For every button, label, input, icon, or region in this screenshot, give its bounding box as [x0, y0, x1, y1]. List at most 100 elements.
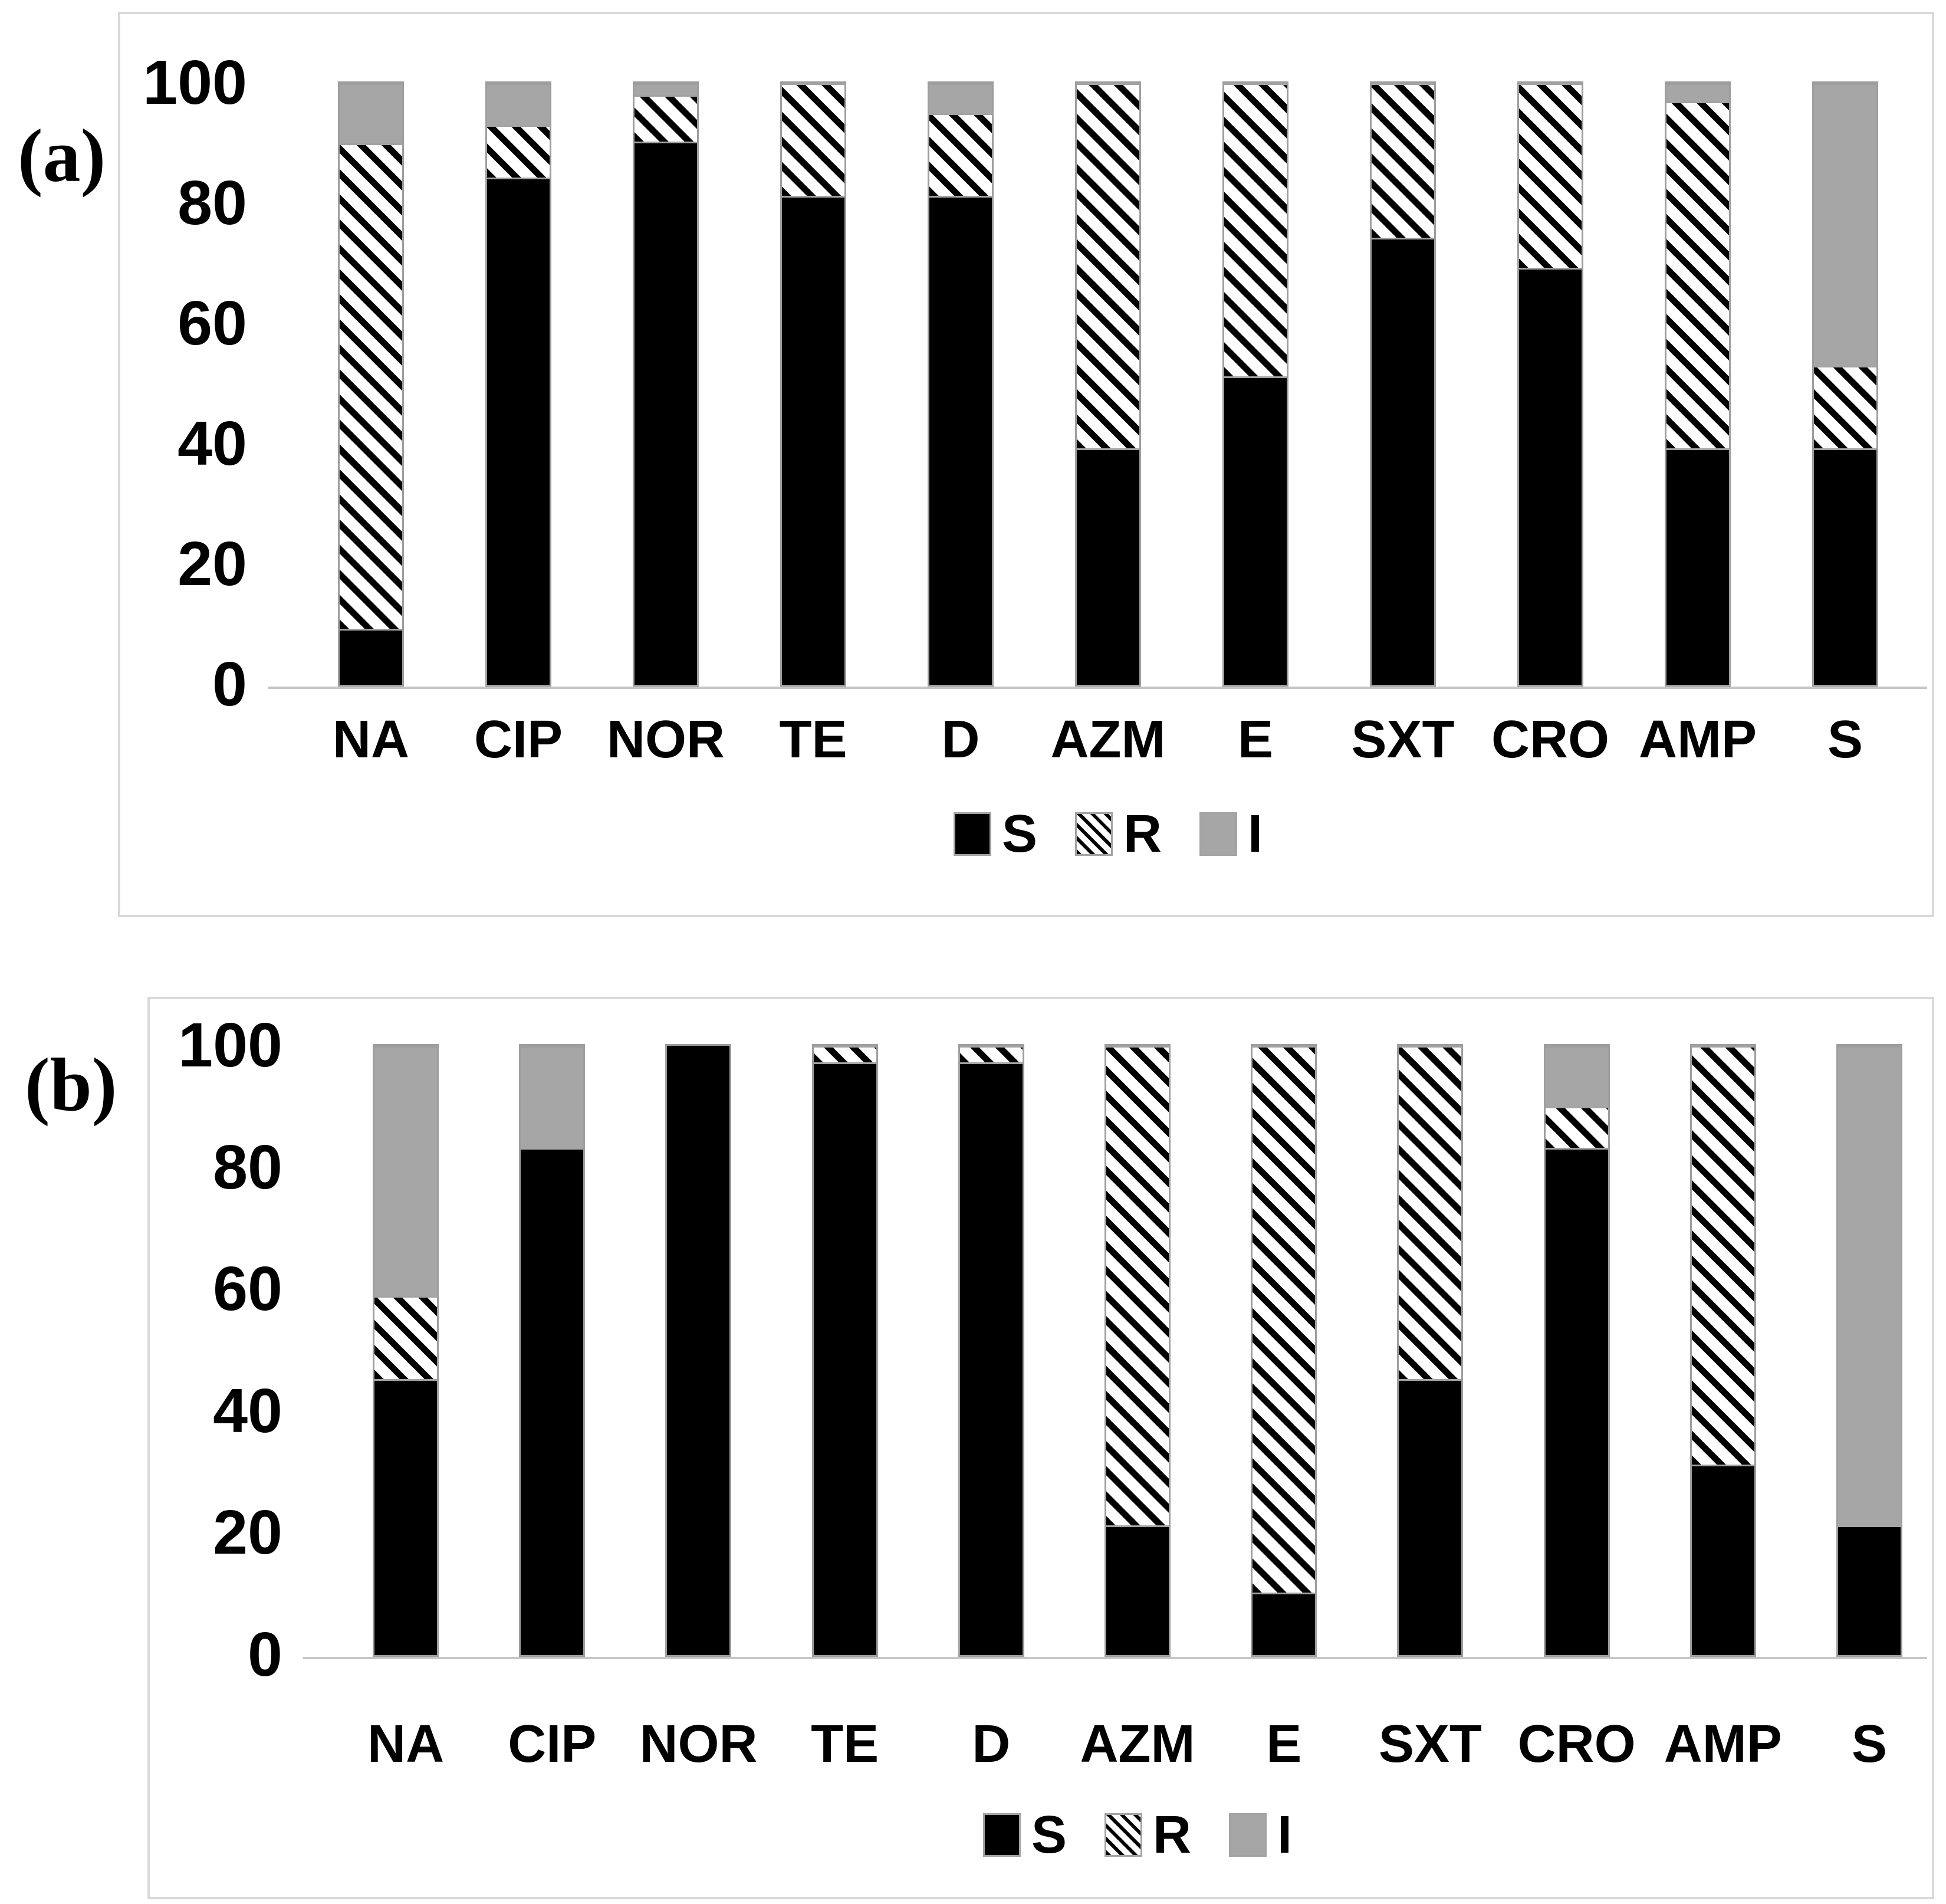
x-category-label-NOR: NOR: [607, 710, 725, 769]
panel-a-chart: 100 80 60 40 20 0 NA CIP NOR TE D AZM E SXT CRO AMP S S…: [118, 12, 1934, 917]
bar-E: [1222, 81, 1288, 687]
bar-segment-r-AMP: [1691, 1046, 1754, 1466]
bar-segment-i-NA: [374, 1046, 438, 1296]
bar-slot-NOR: [625, 1044, 771, 1657]
x-category-label-AZM: AZM: [1080, 1715, 1195, 1774]
bar-S: [1812, 81, 1878, 687]
bar-segment-r-NA: [374, 1295, 438, 1381]
bar-segment-s-CRO: [1519, 270, 1582, 685]
bar-AZM: [1105, 1044, 1171, 1657]
bar-segment-s-SXT: [1372, 239, 1434, 685]
bar-segment-s-AZM: [1106, 1527, 1169, 1655]
y-axis-tick-labels: 100 80 60 40 20 0: [120, 51, 271, 715]
bar-segment-i-S: [1837, 1046, 1901, 1528]
y-tick-label-80: 80: [213, 1132, 282, 1202]
bar-slot-CIP: [479, 1044, 625, 1657]
legend-swatch-i: [1229, 1813, 1267, 1857]
bar-slot-E: [1182, 81, 1329, 687]
x-category-label-CIP: CIP: [508, 1715, 597, 1774]
y-tick-label-0: 0: [212, 649, 247, 719]
bar-SXT: [1370, 81, 1436, 687]
y-tick-label-20: 20: [213, 1498, 282, 1568]
bar-slot-S: [1771, 81, 1919, 687]
bar-segment-r-NA: [340, 143, 402, 631]
legend-item-s: S: [953, 807, 1037, 861]
bar-NA: [338, 81, 404, 687]
bar-segment-r-E: [1224, 83, 1287, 378]
legend-item-r: R: [1075, 807, 1162, 861]
x-category-label-S: S: [1851, 1715, 1887, 1774]
x-category-label-S: S: [1827, 710, 1863, 769]
bar-slot-S: [1796, 1044, 1942, 1657]
legend-swatch-r: [1105, 1813, 1142, 1857]
x-axis-line: [303, 1657, 1927, 1659]
bar-segment-s-CRO: [1545, 1149, 1608, 1655]
bar-segment-s-D: [959, 1064, 1023, 1655]
bar-segment-s-SXT: [1399, 1381, 1462, 1655]
bar-CIP: [485, 81, 551, 687]
bar-segment-i-CIP: [487, 83, 550, 126]
x-category-label-TE: TE: [811, 1715, 879, 1774]
y-tick-label-0: 0: [248, 1619, 282, 1689]
x-axis-labels: NA CIP NOR TE D AZM E SXT CRO AMP S: [297, 713, 1919, 766]
bar-segment-r-E: [1253, 1046, 1316, 1594]
legend-label-r: R: [1123, 805, 1162, 864]
bar-slot-TE: [772, 1044, 918, 1657]
bar-segment-s-TE: [782, 197, 844, 685]
bar-segment-s-NA: [340, 631, 402, 685]
bar-segment-r-NOR: [635, 95, 697, 143]
bar-segment-s-NOR: [667, 1046, 730, 1655]
y-axis-tick-labels: 100 80 60 40 20 0: [150, 1014, 306, 1686]
bar-segment-s-AMP: [1691, 1466, 1754, 1655]
x-category-label-NOR: NOR: [639, 1715, 758, 1774]
bar-TE: [780, 81, 846, 687]
bar-segment-r-CIP: [487, 125, 550, 180]
bar-segment-s-D: [929, 197, 992, 685]
bar-slot-AMP: [1624, 81, 1771, 687]
bar-slot-AZM: [1064, 1044, 1211, 1657]
bar-segment-r-AMP: [1666, 101, 1729, 451]
bar-segment-s-TE: [813, 1064, 876, 1655]
bar-AMP: [1665, 81, 1731, 687]
bar-segment-r-S: [1814, 366, 1876, 451]
bar-SXT: [1397, 1044, 1464, 1657]
y-tick-label-20: 20: [177, 528, 247, 599]
bar-slot-SXT: [1357, 1044, 1503, 1657]
legend-item-i: I: [1229, 1808, 1292, 1862]
y-tick-label-40: 40: [177, 408, 247, 478]
bars-area: [333, 1044, 1942, 1657]
bar-segment-r-D: [929, 113, 992, 198]
bar-slot-NA: [333, 1044, 479, 1657]
bar-segment-i-AMP: [1666, 83, 1729, 101]
bar-segment-i-CIP: [521, 1046, 584, 1150]
bar-slot-TE: [739, 81, 887, 687]
x-category-label-E: E: [1237, 710, 1274, 769]
bar-D: [958, 1044, 1024, 1657]
bar-slot-D: [918, 1044, 1064, 1657]
x-category-label-D: D: [941, 710, 980, 769]
bar-slot-CRO: [1504, 1044, 1650, 1657]
x-category-label-CRO: CRO: [1491, 710, 1609, 769]
y-tick-label-100: 100: [143, 47, 247, 117]
bars-area: [297, 81, 1919, 687]
x-axis-labels: NA CIP NOR TE D AZM E SXT CRO AMP S: [333, 1718, 1942, 1771]
bar-segment-s-E: [1253, 1594, 1316, 1655]
legend-item-i: I: [1199, 807, 1263, 861]
legend-swatch-r: [1075, 812, 1113, 856]
bar-slot-CIP: [445, 81, 592, 687]
bar-slot-AMP: [1650, 1044, 1796, 1657]
x-category-label-NA: NA: [367, 1715, 445, 1774]
legend-item-r: R: [1105, 1808, 1191, 1862]
bar-segment-r-CRO: [1545, 1107, 1608, 1150]
bar-slot-NOR: [592, 81, 739, 687]
panel-a-label: (a): [18, 114, 106, 198]
x-category-label-NA: NA: [333, 710, 409, 769]
x-category-label-AMP: AMP: [1664, 1715, 1782, 1774]
bar-segment-s-S: [1814, 450, 1876, 685]
x-category-label-AZM: AZM: [1050, 710, 1166, 769]
y-tick-label-60: 60: [177, 288, 247, 358]
x-category-label-CIP: CIP: [474, 710, 563, 769]
bar-slot-NA: [297, 81, 445, 687]
bar-segment-r-AZM: [1077, 83, 1139, 451]
